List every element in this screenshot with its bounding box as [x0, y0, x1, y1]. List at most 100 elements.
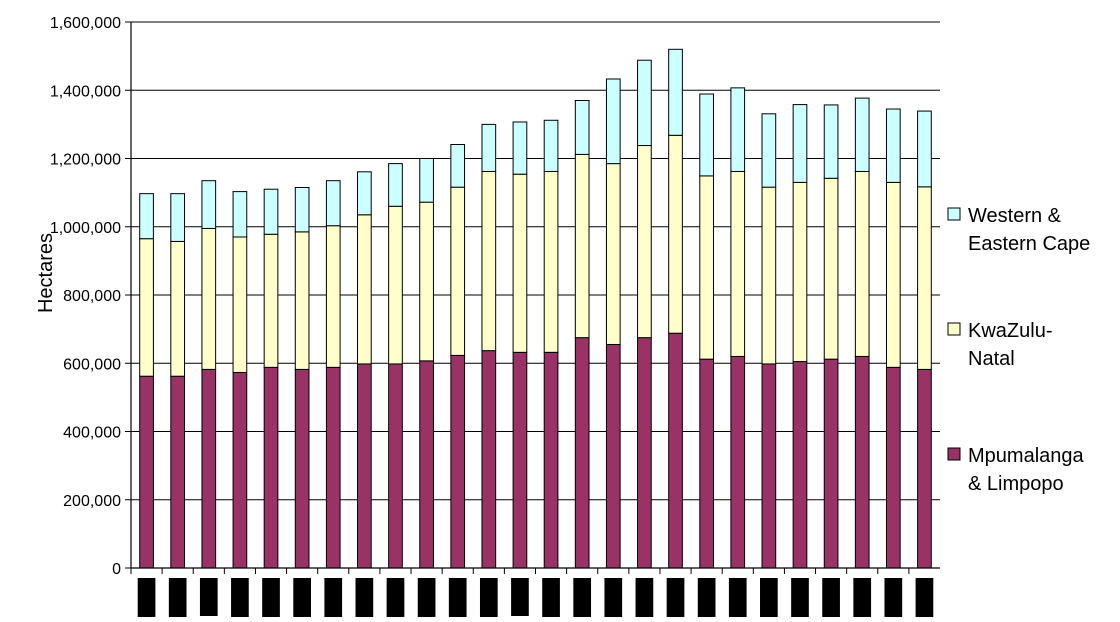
legend-swatch — [947, 447, 961, 461]
bar-segment — [761, 113, 777, 188]
bar-segment — [450, 354, 466, 569]
bar-segment — [294, 231, 310, 370]
bar-segment — [885, 366, 901, 569]
y-tick-label: 400,000 — [63, 425, 121, 442]
bar-segment — [823, 177, 839, 360]
bar-segment — [450, 186, 466, 356]
bar-segment — [637, 59, 652, 147]
bar-segment — [325, 225, 341, 368]
bar-segment — [761, 186, 777, 365]
legend-swatch — [947, 322, 961, 336]
x-category-label-redacted — [635, 578, 654, 622]
axes — [125, 21, 940, 574]
x-category-label-redacted — [293, 578, 311, 622]
bar-segment — [419, 360, 434, 569]
bar-segment — [854, 97, 870, 172]
bar-segment — [419, 201, 434, 362]
bar-segment — [917, 186, 932, 370]
y-tick-label: 1,400,000 — [50, 83, 121, 100]
bar-segment — [357, 214, 372, 365]
y-tick-label: 800,000 — [63, 288, 121, 305]
bar-segment — [917, 110, 932, 188]
bar-segment — [450, 144, 466, 188]
y-tick-label: 1,000,000 — [50, 220, 121, 237]
bar-segment — [792, 181, 808, 363]
x-category-label-redacted — [262, 578, 280, 622]
legend: Western & Eastern Cape KwaZulu-Natal Mpumal… — [947, 205, 1090, 495]
x-category-label-redacted — [573, 578, 592, 622]
x-category-label-redacted — [760, 578, 778, 622]
x-category-label-redacted — [884, 578, 903, 622]
x-category-label-redacted — [355, 578, 374, 622]
legend-label: Mpumalanga & Limpopo — [968, 445, 1085, 495]
bar-segment — [854, 170, 870, 357]
x-category-label-redacted — [448, 578, 467, 622]
bar-segment — [481, 170, 497, 352]
x-category-label-redacted — [791, 578, 809, 622]
bar-segment — [139, 375, 154, 569]
bar-segment — [699, 93, 714, 177]
bar-segment — [574, 99, 590, 155]
bar-segment — [357, 363, 372, 569]
x-category-label-redacted — [853, 578, 872, 622]
bar-segment — [388, 363, 403, 569]
bar-segment — [263, 366, 279, 569]
x-category-label-redacted — [728, 578, 747, 622]
bar-segment — [543, 351, 559, 569]
y-tick-label: 0 — [112, 561, 121, 578]
bar-segment — [637, 337, 652, 569]
bar-segment — [637, 145, 652, 339]
x-category-label-redacted — [915, 578, 934, 622]
bar-segment — [481, 123, 497, 172]
legend-label: KwaZulu-Natal — [968, 320, 1052, 370]
x-category-label-redacted — [386, 578, 405, 622]
bar-segment — [170, 193, 186, 242]
bar-segment — [388, 163, 403, 207]
bar-segment — [481, 350, 497, 569]
x-category-label-redacted — [697, 578, 716, 622]
bar-segment — [419, 158, 434, 203]
bar-segment — [325, 180, 341, 227]
bar-segment — [699, 175, 714, 360]
x-category-label-redacted — [511, 578, 529, 616]
x-category-label-redacted — [479, 578, 498, 622]
bar-segment — [512, 121, 528, 175]
bar-segment — [761, 363, 777, 569]
bar-segment — [201, 227, 217, 370]
bar-segment — [201, 368, 217, 569]
bar-segment — [139, 193, 154, 240]
x-category-label-redacted — [417, 578, 436, 622]
y-axis-label: Hectares — [35, 233, 57, 313]
x-category-label-redacted — [137, 578, 156, 622]
bar-segment — [885, 108, 901, 183]
bar-segment — [325, 366, 341, 569]
bar-segment — [232, 236, 248, 373]
bar-segment — [232, 191, 248, 238]
bar-segment — [201, 180, 217, 229]
bar-segment — [885, 181, 901, 368]
x-category-label-redacted — [542, 578, 560, 622]
bar-segment — [668, 48, 683, 136]
bar-segment — [605, 163, 621, 345]
x-category-label-redacted — [604, 578, 623, 622]
y-tick-labels: 0 200,000 400,000 600,000 800,000 1,000,000 1,… — [50, 15, 121, 578]
bar-segment — [170, 375, 186, 569]
bar-segment — [668, 134, 683, 334]
y-tick-label: 600,000 — [63, 356, 121, 373]
legend-swatch — [947, 207, 961, 221]
bar-segment — [294, 187, 310, 233]
bars — [139, 48, 932, 569]
bar-segment — [170, 240, 186, 377]
y-tick-label: 1,600,000 — [50, 15, 121, 32]
bar-segment — [668, 332, 683, 569]
x-category-label-redacted — [199, 578, 218, 616]
gridlines — [131, 21, 940, 501]
bar-segment — [792, 104, 808, 183]
bar-segment — [792, 361, 808, 569]
x-category-labels — [137, 578, 934, 622]
bar-segment — [730, 87, 746, 172]
bar-segment — [388, 205, 403, 365]
x-category-label-redacted — [822, 578, 840, 622]
bar-segment — [263, 233, 279, 368]
